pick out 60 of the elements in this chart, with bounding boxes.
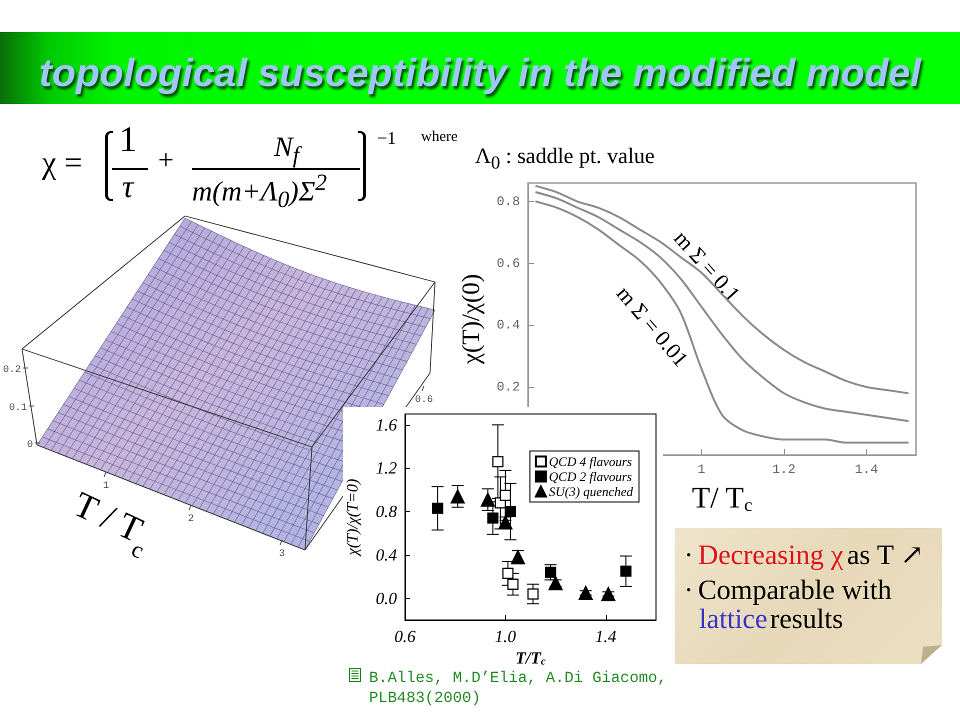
y-tick-label: 0.8 (496, 194, 520, 210)
point (498, 515, 512, 530)
text: 0.1 (8, 403, 27, 414)
point (507, 578, 519, 590)
text: Decreasing χ (698, 540, 844, 571)
legend-label: SU(3) quenched (548, 484, 634, 499)
y-axis-title: χ(T)/χ(0) (458, 274, 485, 366)
y-tick-label: 0.0 (376, 588, 398, 608)
point (500, 490, 511, 501)
text: 0 (26, 440, 33, 451)
point (432, 502, 444, 514)
y-axis-title: χ(T)/χ(T=0) (344, 478, 362, 558)
x-tick-label: 1.4 (854, 462, 878, 477)
x-axis-title: T/Tc (515, 648, 546, 668)
text: N$_{f}$ (274, 132, 300, 169)
point (450, 489, 465, 504)
y-tick-label: 0.6 (496, 256, 520, 271)
text: · (684, 540, 694, 571)
x-tick-label: 0.6 (394, 627, 416, 646)
point (487, 512, 498, 524)
point (544, 566, 556, 578)
point (502, 568, 514, 579)
text: as T ↗ (847, 540, 924, 571)
text: topological susceptibility in the modified model (38, 52, 922, 95)
point (492, 456, 504, 468)
point (578, 586, 593, 600)
text: lattice (699, 604, 768, 635)
x-tick-label: 1.0 (494, 627, 517, 646)
y-tick-label: 0.8 (376, 502, 398, 522)
y-tick-label: 0.4 (496, 318, 520, 333)
text: 1 (119, 119, 137, 159)
legend-label: QCD 2 flavours (548, 469, 632, 484)
text: χ = (42, 144, 82, 180)
text: 1 (102, 481, 110, 492)
text: results (770, 604, 844, 635)
text: Comparable with (698, 575, 892, 606)
y-tick-label: 0.4 (376, 545, 398, 564)
point (504, 506, 516, 518)
text: + (158, 145, 174, 176)
text: where (421, 129, 458, 145)
point (601, 586, 616, 602)
text: B.Alles, M.D’Elia, A.Di Giacomo, PLB483(2000) (369, 668, 668, 708)
text: τ (122, 168, 134, 204)
point (620, 566, 632, 577)
legend-label: QCD 4 flavours (548, 454, 632, 469)
x-tick-label: 1 (697, 462, 706, 477)
y-tick-label: 1.6 (376, 415, 398, 434)
text: 0.2 (2, 365, 21, 376)
text: Λ$_{0}$ : saddle pt. value (475, 143, 655, 172)
y-tick-label: 0.2 (496, 380, 520, 394)
text: · (684, 575, 694, 606)
text: 2 (188, 514, 194, 525)
text: −1 (377, 128, 396, 148)
text: 3 (278, 549, 286, 560)
point (480, 492, 495, 507)
text: 0.6 (414, 395, 434, 406)
point (527, 588, 539, 600)
x-tick-label: 1.2 (772, 462, 796, 477)
x-tick-label: 1.4 (595, 627, 617, 646)
text: m(m+Λ$_{0}$)Σ$^{2}$ (192, 170, 327, 213)
